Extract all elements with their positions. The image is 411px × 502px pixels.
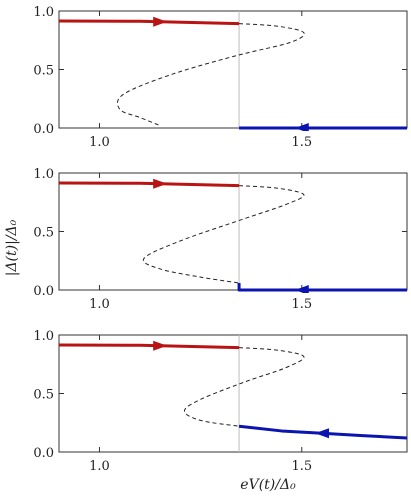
unstable-branch-line [116,23,305,127]
x-tick-label: 1.5 [291,459,312,474]
y-axis-label: |Δ(t)|/Δ₀ [4,219,20,276]
y-tick-label: 1.0 [33,329,54,344]
plot-frame [58,10,408,129]
upper-branch-line [59,19,240,26]
panel-middle: 1.0 1.5 0.0 0.5 1.0 [33,167,408,312]
lower-branch-line [237,282,407,292]
direction-arrow [294,123,309,131]
x-tick-label: 1.0 [89,297,110,312]
direction-arrow [294,285,309,293]
unstable-branch-line [183,347,305,427]
y-tick-label: 1.0 [33,167,54,182]
x-tick-label: 1.5 [291,297,312,312]
plot-frame [58,172,408,291]
y-tick-label: 0.5 [33,64,54,79]
y-tick-label: 1.0 [33,5,54,20]
series-group [59,16,407,131]
panel-top: 1.0 1.5 0.0 0.5 1.0 [33,5,408,150]
direction-arrow [153,178,168,189]
y-tick-label: 0.0 [33,446,54,461]
upper-branch-line [59,343,240,350]
panel-bottom: 1.0 1.5 0.0 0.5 1.0 [33,329,408,474]
direction-arrow [153,340,168,351]
x-tick-label: 1.5 [291,135,312,150]
y-tick-label: 0.5 [33,226,54,241]
unstable-branch-line [142,185,305,284]
x-axis-label: eV(t)/Δ₀ [240,477,296,493]
y-tick-label: 0.0 [33,284,54,299]
series-group [59,178,407,293]
y-tick-label: 0.0 [33,122,54,137]
y-tick-label: 0.5 [33,388,54,403]
direction-arrow [153,16,168,27]
direction-arrow [315,428,330,439]
x-tick-label: 1.0 [89,459,110,474]
upper-branch-line [59,181,240,188]
x-tick-label: 1.0 [89,135,110,150]
series-group [59,340,407,440]
